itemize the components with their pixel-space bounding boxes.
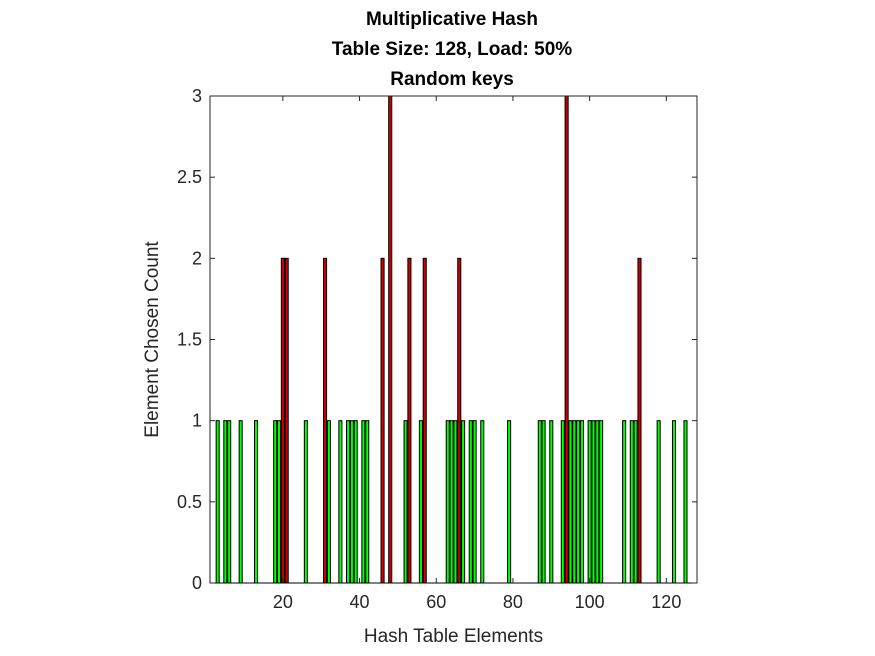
bar-element-103 (599, 420, 604, 584)
bar-element-109 (622, 420, 627, 584)
bar-element-88 (541, 420, 546, 584)
bar-element-35 (338, 420, 343, 584)
chart-title: Multiplicative Hash Table Size: 128, Loa… (332, 9, 573, 90)
bar-element-48 (388, 95, 393, 584)
y-tick-label: 3 (192, 86, 202, 106)
bar-element-6 (227, 420, 232, 584)
bar-element-52 (403, 420, 408, 584)
bar-element-20 (280, 257, 285, 584)
y-tick-label: 1 (192, 411, 202, 431)
bar-element-65 (453, 420, 458, 584)
bar-element-96 (572, 420, 577, 584)
bar-element-64 (449, 420, 454, 584)
bar-element-57 (422, 257, 427, 584)
bar-element-19 (276, 420, 282, 584)
bar-element-72 (480, 420, 485, 584)
bar-element-102 (595, 420, 600, 584)
bar-element-56 (418, 420, 423, 584)
title-line-2: Table Size: 128, Load: 50% (332, 39, 573, 60)
bar-element-32 (326, 420, 331, 584)
bar-element-21 (284, 257, 289, 584)
bar-element-79 (507, 420, 512, 584)
bar-element-9 (238, 420, 243, 584)
bar-element-101 (591, 420, 596, 584)
bar-element-112 (633, 420, 638, 584)
x-tick-label: 80 (503, 592, 523, 612)
bar-element-39 (353, 420, 358, 584)
bar-element-125 (683, 420, 688, 584)
bar-element-97 (576, 420, 581, 584)
title-line-1: Multiplicative Hash (366, 9, 538, 30)
bar-element-93 (560, 420, 565, 584)
x-axis-label: Hash Table Elements (364, 626, 543, 647)
bar-element-26 (303, 420, 308, 584)
x-tick-label: 120 (651, 592, 681, 612)
bar-element-18 (273, 420, 278, 584)
x-tick-label: 60 (426, 592, 446, 612)
bar-element-13 (253, 420, 259, 584)
bar-element-42 (365, 420, 370, 584)
bar-element-46 (380, 257, 385, 584)
bar-element-113 (637, 257, 642, 584)
bar-element-100 (587, 420, 592, 584)
bar-element-53 (407, 257, 412, 584)
title-line-3: Random keys (390, 69, 514, 90)
x-tick-label: 40 (350, 592, 370, 612)
bar-element-122 (671, 420, 677, 584)
bar-element-67 (461, 420, 466, 584)
y-tick-label: 2 (192, 248, 202, 268)
y-tick-label: 2.5 (177, 167, 202, 187)
bar-element-41 (361, 420, 366, 584)
bar-element-37 (346, 420, 351, 584)
bar-element-69 (468, 420, 473, 584)
x-axis-ticks: 20 40 60 80 100 120 (273, 96, 681, 612)
x-tick-label: 20 (273, 592, 293, 612)
y-tick-label: 0.5 (177, 492, 202, 512)
x-tick-label: 100 (575, 592, 605, 612)
bar-element-70 (472, 420, 477, 584)
bar-element-98 (579, 420, 584, 584)
bar-element-118 (656, 420, 661, 584)
bar-element-38 (349, 420, 354, 584)
y-tick-label: 1.5 (177, 330, 202, 350)
bar-element-3 (215, 420, 220, 584)
bar-element-94 (564, 95, 569, 584)
bar-element-66 (457, 257, 462, 584)
bar-element-95 (568, 420, 573, 584)
bar-element-111 (629, 420, 634, 584)
bar-element-87 (537, 420, 542, 584)
bar-element-5 (223, 420, 228, 584)
bar-element-90 (549, 420, 554, 584)
y-tick-label: 0 (192, 573, 202, 593)
y-axis-label: Element Chosen Count (142, 241, 163, 438)
bar-element-31 (323, 257, 328, 584)
y-axis-ticks: 0 0.5 1 1.5 2 2.5 3 (177, 86, 697, 593)
bar-element-63 (445, 420, 450, 584)
